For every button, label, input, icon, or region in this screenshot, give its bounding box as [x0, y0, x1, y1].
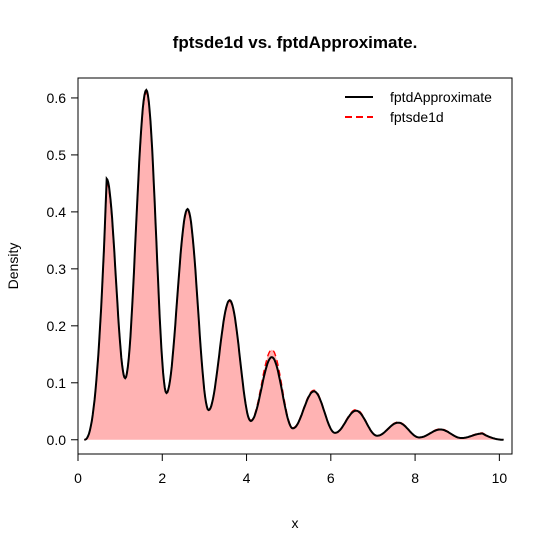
y-axis-label: Density: [5, 243, 21, 290]
chart-title: fptsde1d vs. fptdApproximate.: [173, 33, 418, 52]
x-tick-label: 10: [492, 470, 508, 486]
plot-frame: [77, 77, 513, 455]
y-tick-label: 0.3: [47, 261, 67, 277]
legend-label-fptsde1d: fptsde1d: [390, 109, 444, 125]
series-line-fptdApproximate: [84, 88, 504, 441]
y-tick-label: 0.1: [47, 375, 67, 391]
legend: fptdApproximate fptsde1d: [345, 89, 492, 125]
x-tick-label: 8: [411, 470, 419, 486]
x-axis: 0 2 4 6 8 10: [74, 454, 507, 486]
y-axis: 0.0 0.1 0.2 0.3 0.4 0.5 0.6: [47, 90, 78, 448]
y-tick-label: 0.4: [47, 204, 67, 220]
y-tick-label: 0.2: [47, 318, 67, 334]
y-tick-label: 0.6: [47, 90, 67, 106]
x-axis-label: x: [292, 515, 299, 531]
y-tick-label: 0.5: [47, 147, 67, 163]
line-layer: [84, 88, 504, 441]
x-tick-label: 2: [158, 470, 166, 486]
x-tick-label: 4: [243, 470, 251, 486]
fill-layer: [84, 92, 504, 440]
x-tick-label: 0: [74, 470, 82, 486]
legend-label-fptdApproximate: fptdApproximate: [390, 89, 492, 105]
y-tick-label: 0.0: [47, 432, 67, 448]
series-area-fptsde1d: [84, 92, 504, 440]
x-tick-label: 6: [327, 470, 335, 486]
